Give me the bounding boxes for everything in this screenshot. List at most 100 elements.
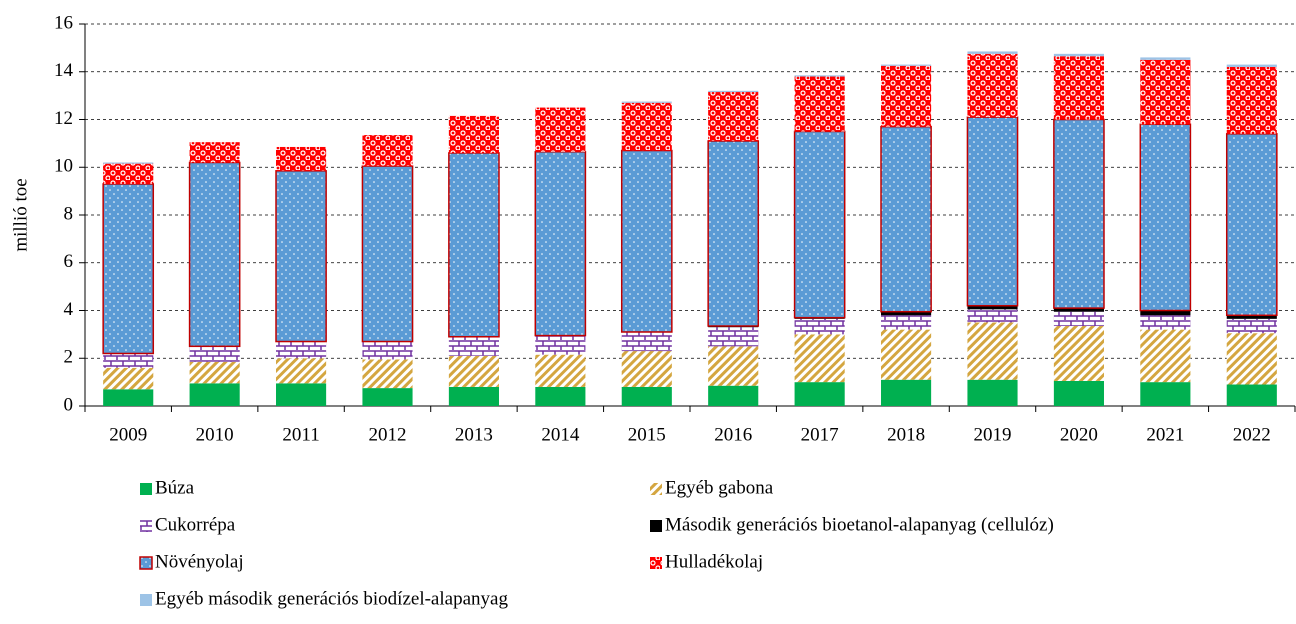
bar-segment bbox=[103, 353, 154, 368]
bar-segment bbox=[1053, 308, 1104, 312]
bar-segment bbox=[1225, 133, 1278, 317]
x-tick-label: 2017 bbox=[801, 424, 839, 445]
bar-segment bbox=[1226, 315, 1277, 319]
bar-segment bbox=[708, 327, 759, 347]
bar-segment bbox=[708, 346, 759, 386]
bar-segment bbox=[1140, 310, 1191, 316]
bar-segment bbox=[1053, 326, 1104, 381]
y-tick-label: 0 bbox=[64, 394, 74, 415]
legend-label: Egyéb második generációs biodízel-alapan… bbox=[155, 588, 508, 609]
y-tick-label: 6 bbox=[64, 251, 74, 272]
bar-segment bbox=[1140, 57, 1191, 60]
bar-segment bbox=[1053, 118, 1105, 309]
bar-segment bbox=[362, 359, 413, 389]
bar-segment bbox=[361, 165, 414, 343]
y-axis-label: millió toe bbox=[10, 178, 31, 251]
legend-swatch bbox=[140, 483, 152, 495]
x-tick-label: 2012 bbox=[369, 424, 407, 445]
x-tick-label: 2019 bbox=[974, 424, 1012, 445]
bar-segment bbox=[276, 341, 327, 359]
legend-label: Második generációs bioetanol-alapanyag (… bbox=[665, 514, 1054, 535]
y-tick-label: 14 bbox=[54, 60, 74, 81]
legend-swatch bbox=[650, 557, 662, 569]
bar-segment bbox=[103, 367, 154, 390]
y-tick-label: 10 bbox=[54, 156, 73, 177]
legend-label: Növényolaj bbox=[155, 551, 244, 572]
bar-segment bbox=[621, 351, 672, 387]
bar-segment bbox=[103, 162, 154, 164]
bar-segment bbox=[708, 92, 759, 141]
bar-segment bbox=[794, 75, 845, 77]
bar-segment bbox=[794, 382, 845, 406]
bar-segment bbox=[1226, 384, 1277, 406]
bar-segment bbox=[881, 311, 932, 316]
bar-segment bbox=[362, 388, 413, 406]
bar-segment bbox=[967, 379, 1018, 406]
x-tick-label: 2010 bbox=[196, 424, 234, 445]
bar-segment bbox=[1053, 380, 1104, 406]
legend-swatch bbox=[650, 520, 662, 532]
bar-segment bbox=[881, 64, 932, 66]
legend-swatch bbox=[140, 594, 152, 606]
y-tick-label: 12 bbox=[54, 108, 73, 129]
y-tick-label: 8 bbox=[64, 203, 74, 224]
x-tick-label: 2014 bbox=[541, 424, 580, 445]
bar-segment bbox=[1053, 53, 1104, 57]
bar-segment bbox=[102, 183, 155, 355]
bar-segment bbox=[189, 142, 240, 163]
bar-segment bbox=[276, 146, 327, 171]
bar-segment bbox=[1140, 59, 1191, 125]
bar-segment bbox=[1053, 311, 1104, 327]
legend-label: Hulladékolaj bbox=[665, 551, 763, 572]
bar-segment bbox=[534, 150, 587, 337]
x-tick-label: 2020 bbox=[1060, 424, 1098, 445]
bar-segment bbox=[708, 385, 759, 406]
bar-segment bbox=[448, 115, 499, 153]
bar-segment bbox=[189, 346, 240, 362]
bar-segment bbox=[967, 53, 1018, 118]
bar-segment bbox=[1226, 318, 1277, 334]
bar-segment bbox=[448, 152, 500, 338]
bar-segment bbox=[621, 101, 672, 103]
bar-segment bbox=[276, 383, 327, 406]
bar-segment bbox=[794, 334, 845, 383]
bar-segment bbox=[275, 170, 327, 343]
bar-segment bbox=[535, 107, 586, 152]
bar-segment bbox=[1053, 56, 1104, 120]
bar-segment bbox=[448, 355, 499, 387]
bar-segment bbox=[189, 383, 240, 406]
bar-segment bbox=[621, 102, 672, 151]
bar-segment bbox=[103, 163, 154, 184]
x-tick-label: 2009 bbox=[109, 424, 147, 445]
legend-label: Cukorrépa bbox=[155, 514, 236, 535]
x-tick-label: 2016 bbox=[714, 424, 752, 445]
bar-segment bbox=[881, 379, 932, 406]
bar-segment bbox=[1140, 329, 1191, 383]
bar-segment bbox=[881, 315, 932, 330]
bar-segment bbox=[707, 140, 760, 327]
bar-segment bbox=[967, 51, 1018, 54]
bar-segment bbox=[103, 389, 154, 406]
bar-segment bbox=[708, 90, 759, 93]
x-tick-label: 2015 bbox=[628, 424, 666, 445]
x-tick-label: 2011 bbox=[282, 424, 319, 445]
y-tick-label: 16 bbox=[54, 12, 73, 33]
bar-segment bbox=[967, 309, 1018, 323]
bar-segment bbox=[276, 358, 327, 384]
bar-segment bbox=[362, 341, 413, 360]
bar-segment bbox=[793, 130, 846, 319]
bar-segment bbox=[448, 336, 499, 356]
bar-segment bbox=[1226, 333, 1277, 385]
bar-segment bbox=[794, 318, 845, 335]
legend-label: Egyéb gabona bbox=[665, 477, 774, 498]
x-tick-label: 2013 bbox=[455, 424, 493, 445]
bar-segment bbox=[620, 149, 673, 333]
y-tick-label: 2 bbox=[64, 347, 74, 368]
bar-segment bbox=[881, 329, 932, 380]
bar-segment bbox=[967, 305, 1018, 310]
bar-segment bbox=[621, 386, 672, 406]
x-tick-label: 2021 bbox=[1146, 424, 1184, 445]
bar-segment bbox=[1226, 66, 1277, 134]
bar-segment bbox=[880, 125, 932, 313]
